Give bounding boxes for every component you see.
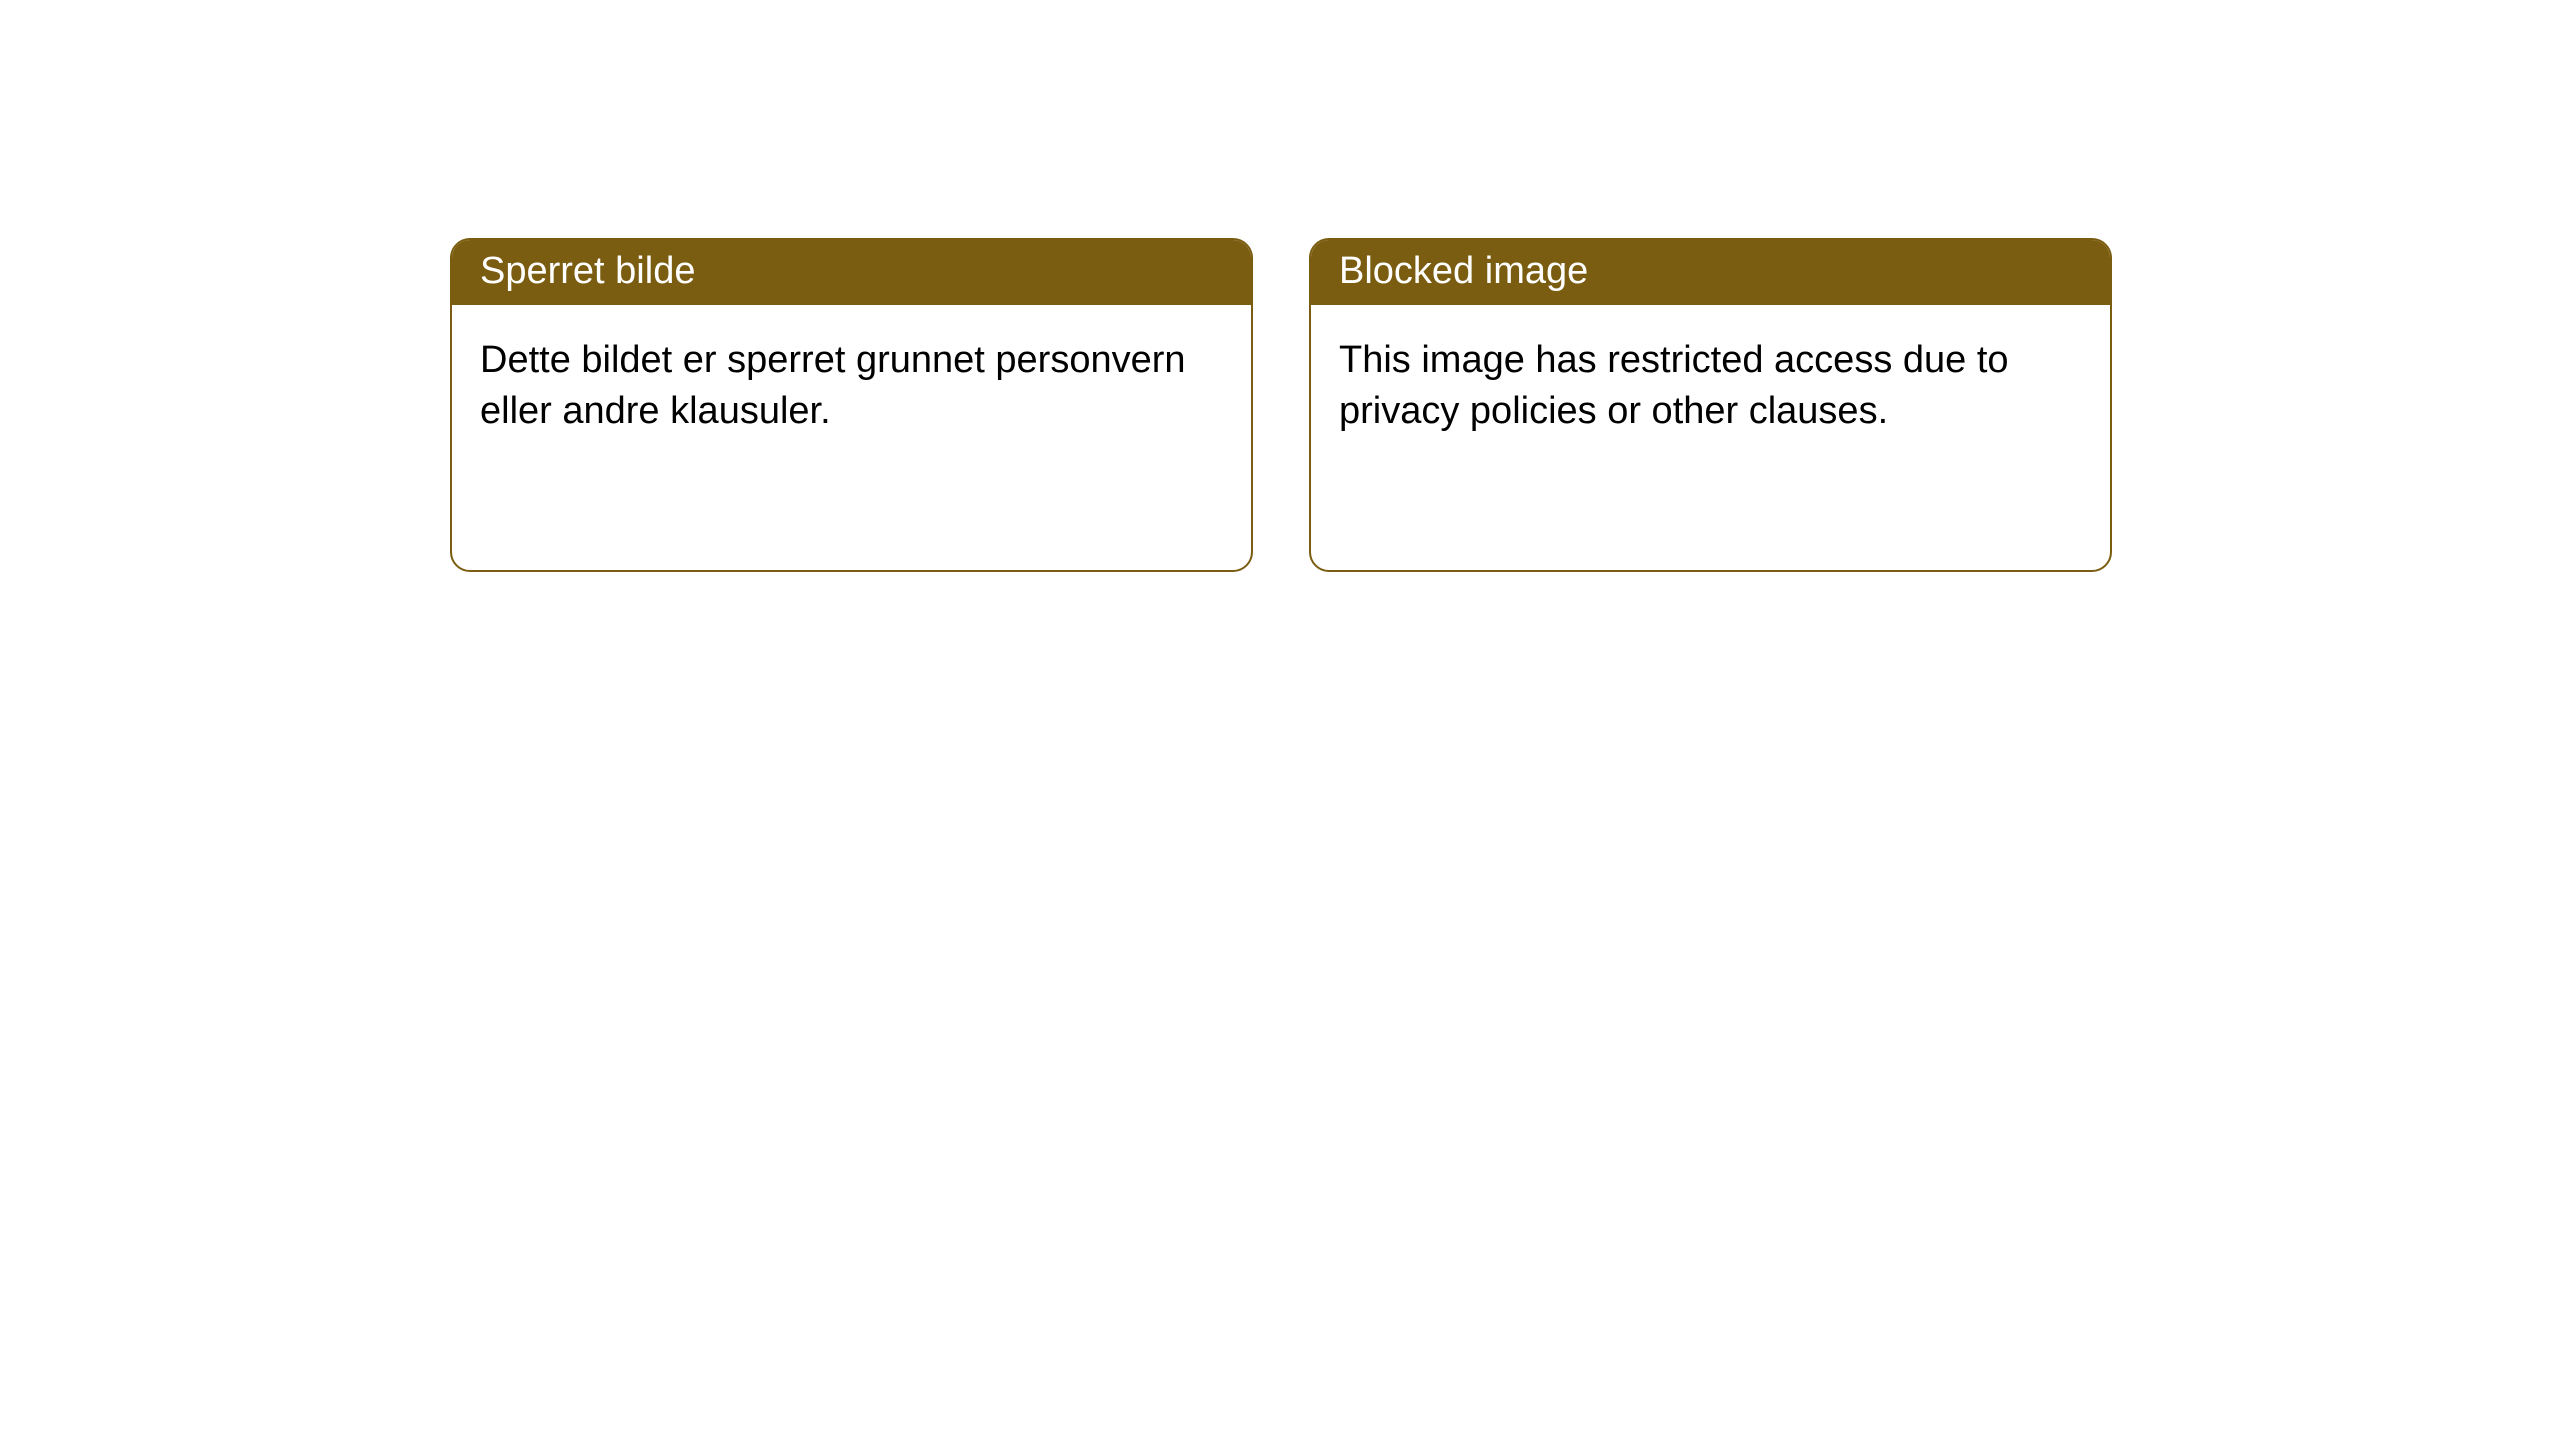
notice-card-norwegian: Sperret bilde Dette bildet er sperret gr… <box>450 238 1253 572</box>
notice-container: Sperret bilde Dette bildet er sperret gr… <box>0 0 2560 572</box>
notice-header-norwegian: Sperret bilde <box>452 240 1251 305</box>
notice-body-english: This image has restricted access due to … <box>1311 305 2110 468</box>
notice-header-english: Blocked image <box>1311 240 2110 305</box>
notice-body-norwegian: Dette bildet er sperret grunnet personve… <box>452 305 1251 468</box>
notice-card-english: Blocked image This image has restricted … <box>1309 238 2112 572</box>
